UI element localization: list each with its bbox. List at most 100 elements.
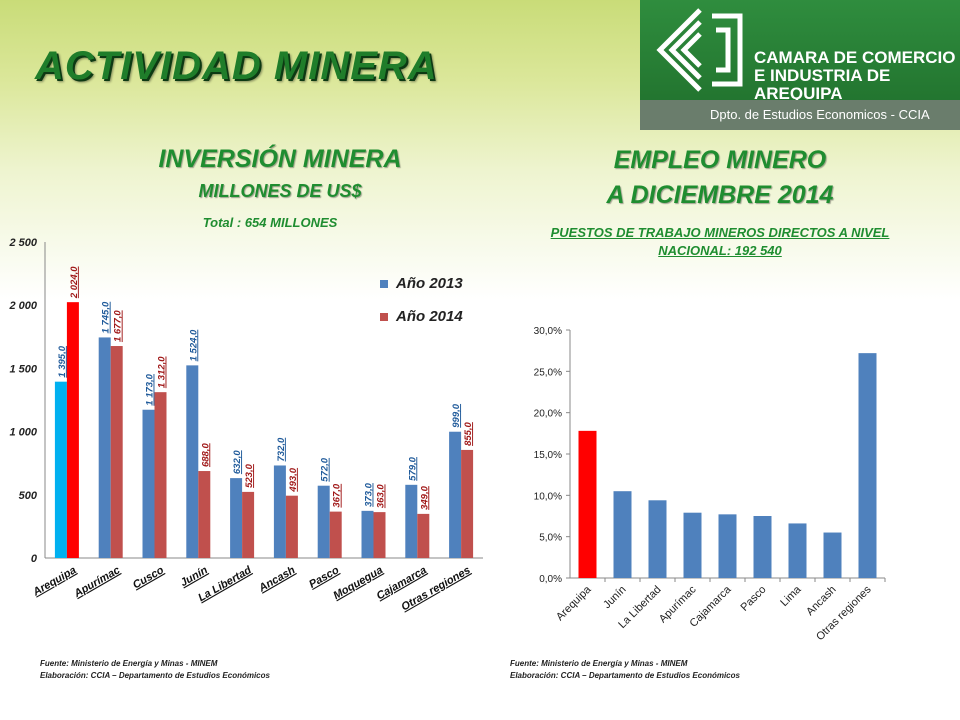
y-tick-label: 15,0%	[534, 450, 562, 461]
legend-label: Año 2014	[395, 308, 463, 325]
employment-subtitle-line1: PUESTOS DE TRABAJO MINEROS DIRECTOS A NI…	[550, 225, 890, 240]
bar-2014	[329, 511, 342, 558]
department-bar: Dpto. de Estudios Economicos - CCIA	[640, 100, 960, 130]
data-label: 363,0	[376, 484, 387, 508]
x-tick-label: Arequipa	[30, 564, 78, 599]
y-tick-label: 20,0%	[534, 409, 562, 420]
employment-subtitle-line2: NACIONAL: 192 540	[658, 243, 782, 258]
bar-2014	[242, 491, 255, 558]
legend-swatch	[380, 280, 388, 288]
bar-2014	[66, 302, 79, 558]
x-tick-label: Cusco	[131, 564, 166, 591]
bar-2013	[361, 510, 374, 558]
bar	[613, 491, 632, 578]
data-label: 1 173,0	[145, 373, 156, 405]
data-label: 367,0	[332, 483, 343, 507]
bar-2014	[417, 513, 430, 558]
bar	[753, 516, 772, 578]
employment-title-line1: EMPLEO MINERO	[613, 146, 827, 174]
y-tick-label: 500	[19, 490, 38, 502]
right-source: Fuente: Ministerio de Energía y Minas - …	[510, 659, 688, 668]
data-label: 2 024,0	[69, 266, 80, 299]
data-label: 855,0	[463, 421, 474, 445]
data-label: 688,0	[200, 443, 211, 467]
legend-swatch	[380, 313, 388, 321]
org-name-line3: AREQUIPA	[754, 84, 843, 103]
employment-title-line2: A DICIEMBRE 2014	[606, 181, 834, 209]
bar-2014	[154, 392, 167, 558]
x-tick-label: Pasco	[739, 584, 769, 614]
data-label: 1 745,0	[101, 301, 112, 333]
bar-2013	[54, 381, 67, 558]
investment-title: INVERSIÓN MINERA	[158, 145, 402, 173]
x-tick-label: Apurímac	[71, 564, 122, 600]
bar-2013	[449, 431, 462, 558]
bar-2013	[405, 484, 418, 558]
y-tick-label: 25,0%	[534, 367, 562, 378]
employment-bar-chart: 0,0% 5,0% 10,0% 15,0% 20,0% 25,0% 30,0% Arequip…	[534, 326, 886, 643]
bar-2013	[186, 365, 199, 558]
x-tick-label: Ancash	[804, 584, 838, 618]
x-tick-label: Lima	[778, 583, 804, 609]
data-label: 632,0	[232, 450, 243, 474]
page-title: ACTIVIDAD MINERA	[35, 44, 438, 88]
header-banner: CAMARA DE COMERCIO E INDUSTRIA DE AREQUI…	[640, 0, 960, 130]
bar-2014	[373, 512, 386, 558]
ccia-logo-icon	[656, 8, 743, 92]
data-label: 493,0	[288, 467, 299, 492]
data-label: 1 524,0	[188, 329, 199, 361]
bar-2013	[273, 465, 286, 558]
y-tick-label: 1 000	[9, 427, 37, 439]
bar	[858, 353, 877, 578]
bar-2014	[285, 495, 298, 558]
y-tick-label: 5,0%	[539, 533, 562, 544]
y-tick-label: 10,0%	[534, 491, 562, 502]
left-credit: Elaboración: CCIA – Departamento de Estu…	[40, 671, 270, 680]
data-label: 572,0	[320, 457, 331, 481]
bar-2013	[230, 478, 243, 558]
bar-2013	[142, 409, 155, 558]
bar	[683, 512, 702, 578]
data-label: 523,0	[244, 463, 255, 487]
y-tick-label: 2 000	[8, 300, 37, 312]
bar-2013	[98, 337, 111, 558]
left-source-note: Fuente: Ministerio de Energía y Minas - …	[40, 658, 270, 682]
bar-2014	[110, 346, 123, 558]
data-label: 579,0	[407, 456, 418, 480]
left-source: Fuente: Ministerio de Energía y Minas - …	[40, 659, 218, 668]
data-label: 1 312,0	[157, 356, 168, 388]
y-tick-label: 0,0%	[539, 574, 562, 585]
data-label: 373,0	[364, 482, 375, 506]
y-tick-label: 2 500	[8, 237, 37, 249]
org-name-line2: E INDUSTRIA DE	[754, 66, 891, 85]
bar	[578, 430, 597, 578]
right-source-note: Fuente: Ministerio de Energía y Minas - …	[510, 658, 740, 682]
data-label: 1 395,0	[57, 345, 68, 377]
investment-bar-chart: 0 500 1 000 1 500 2 000 2 500 1 395,0 2 024,0 Ar…	[8, 237, 483, 613]
bar-2014	[198, 471, 211, 558]
data-label: 1 677,0	[113, 310, 124, 342]
y-tick-label: 30,0%	[534, 326, 562, 337]
y-tick-label: 1 500	[9, 363, 37, 375]
investment-subtitle: MILLONES DE US$	[198, 181, 362, 201]
right-credit: Elaboración: CCIA – Departamento de Estu…	[510, 671, 740, 680]
data-label: 349,0	[419, 485, 430, 509]
bar	[788, 523, 807, 578]
department-label: Dpto. de Estudios Economicos - CCIA	[710, 107, 930, 122]
bar-2014	[461, 449, 474, 558]
bar-2013	[317, 485, 330, 558]
bar	[823, 532, 842, 578]
data-label: 999,0	[451, 403, 462, 427]
bar	[718, 514, 737, 578]
data-label: 732,0	[276, 437, 287, 461]
bar	[648, 500, 667, 578]
y-tick-label: 0	[31, 553, 38, 565]
x-tick-label: Ancash	[256, 564, 298, 595]
x-tick-label: Junín	[601, 584, 629, 612]
org-name-line1: CAMARA DE COMERCIO	[754, 48, 956, 67]
x-tick-label: Junín	[178, 564, 210, 589]
x-tick-label: Arequipa	[554, 583, 594, 623]
investment-total: Total : 654 MILLONES	[202, 215, 338, 230]
legend-label: Año 2013	[395, 275, 463, 292]
x-tick-label: Pasco	[307, 564, 341, 591]
